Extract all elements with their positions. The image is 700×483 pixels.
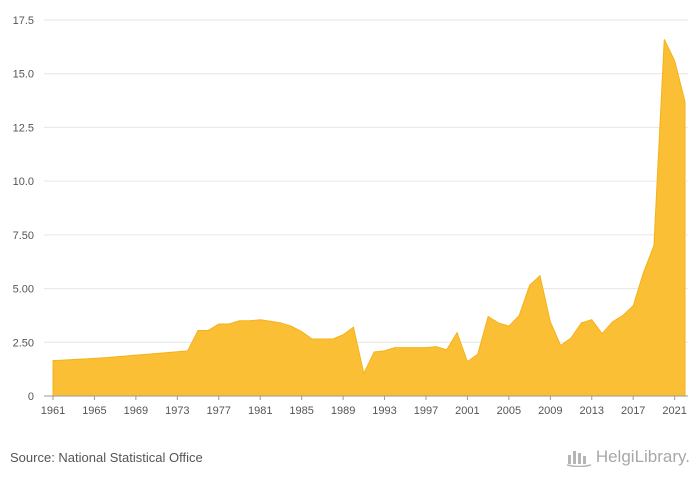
x-tick-label: 1993: [372, 405, 396, 417]
y-tick-label: 5.00: [13, 284, 34, 296]
chart-footer: Source: National Statistical Office Helg…: [0, 437, 700, 483]
y-tick-label: 7.50: [13, 230, 34, 242]
x-tick-label: 2009: [538, 405, 562, 417]
x-tick-label: 1997: [414, 405, 438, 417]
x-tick-label: 2017: [621, 405, 645, 417]
x-tick-label: 1961: [41, 405, 65, 417]
y-tick-labels: 0 2.50 5.00 7.50 10.0 12.5 15.0 17.5: [13, 15, 34, 403]
series-area: [52, 39, 686, 397]
x-tick-label: 1985: [289, 405, 313, 417]
y-tick-label: 2.50: [13, 337, 34, 349]
helgi-library-logo-icon: [566, 451, 591, 467]
x-tick-labels: 1961 1965 1969 1973 1977 1981 1985 1989 1993 1997…: [41, 405, 687, 417]
x-tick-label: 2013: [580, 405, 604, 417]
brand-name-part2: Library.: [634, 447, 690, 466]
x-tick-label: 1989: [331, 405, 355, 417]
x-tick-label: 1981: [248, 405, 272, 417]
x-tick-label: 1965: [82, 405, 106, 417]
source-note: Source: National Statistical Office: [10, 450, 203, 465]
y-tick-label: 10.0: [13, 176, 34, 188]
y-tick-label: 17.5: [13, 15, 34, 27]
y-tick-label: 0: [28, 391, 34, 403]
y-tick-label: 15.0: [13, 69, 34, 81]
x-tick-label: 2001: [455, 405, 479, 417]
x-tick-label: 2021: [662, 405, 686, 417]
x-tick-label: 1973: [165, 405, 189, 417]
brand-logo[interactable]: Helgi Library.: [566, 447, 690, 467]
axes: [44, 395, 688, 400]
y-tick-label: 12.5: [13, 122, 34, 134]
brand-name-part1: Helgi: [595, 447, 635, 466]
x-tick-label: 2005: [497, 405, 521, 417]
x-tick-label: 1977: [207, 405, 231, 417]
grid-lines: [44, 19, 688, 343]
area-series: [52, 39, 686, 397]
x-tick-label: 1969: [124, 405, 148, 417]
